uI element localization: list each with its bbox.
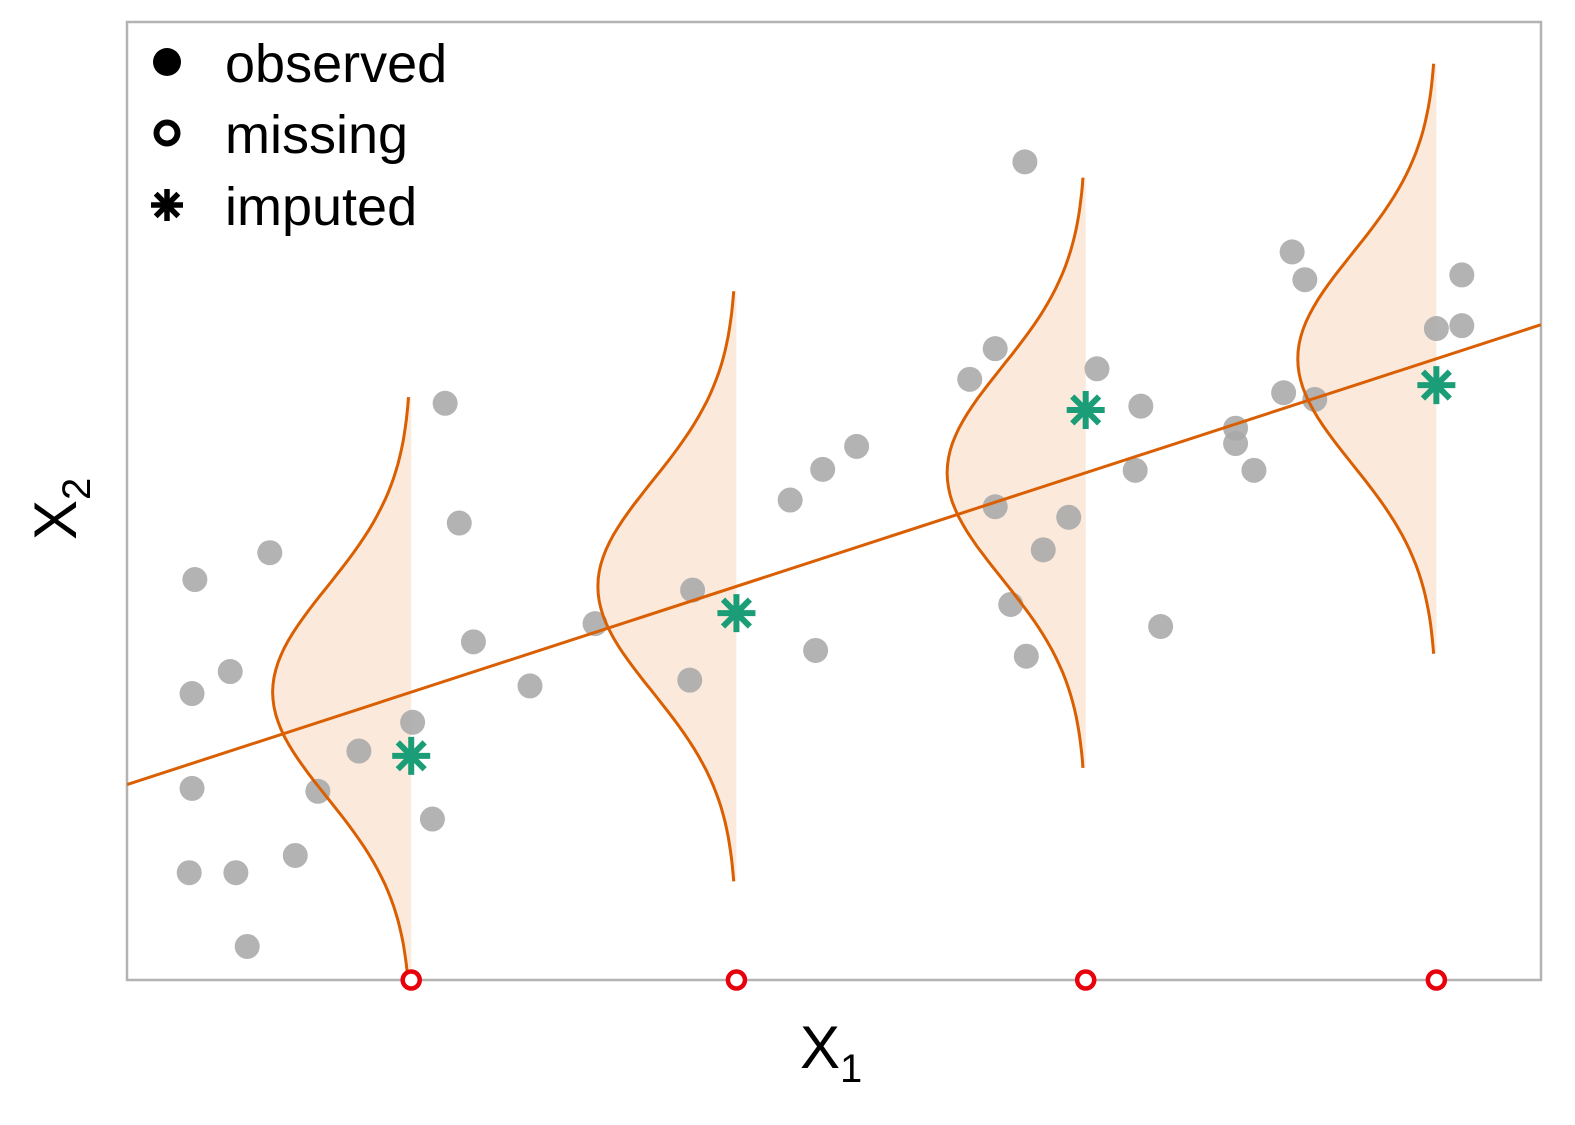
observed-point [517,673,543,699]
observed-point [176,860,202,886]
legend-missing-marker [153,119,181,147]
observed-point [1122,457,1148,483]
y-axis-label: X2 [22,478,99,540]
observed-point [1449,313,1475,339]
observed-point [680,577,706,603]
observed-point [282,842,308,868]
x-axis-label-main: X [800,1014,840,1081]
observed-point [998,591,1024,617]
imputed-points-layer [392,366,1456,775]
missing-point [1074,969,1097,991]
imputed-point [717,594,756,633]
imputed-point-stroke [720,597,752,629]
density-curve-layer [271,63,1436,980]
density-fill-2 [597,291,737,882]
observed-point [460,629,486,655]
imputed-point [1066,390,1105,429]
observed-point [257,540,283,566]
legend-observed-label: observed [225,34,447,94]
density-curve-1 [271,396,410,980]
plot-frame [125,20,1543,982]
observed-point [1449,262,1475,288]
observed-point [982,336,1008,362]
observed-point [1279,239,1305,265]
observed-point [1271,380,1297,406]
observed-point [844,433,870,459]
imputed-point [392,736,431,775]
legend-imputed-asterisk [151,189,183,221]
legend-imputed-label: imputed [225,177,417,237]
density-fill-4 [1297,63,1437,654]
observed-point [1128,393,1154,419]
observed-point [182,567,208,593]
imputed-point-stroke [395,740,427,772]
observed-point [419,806,445,832]
observed-point [1013,643,1039,669]
missing-point [1425,969,1448,991]
legend: observed missing imputed [151,34,447,237]
observed-point [1012,149,1038,175]
observed-point [217,659,243,685]
observed-point [432,390,458,416]
imputed-point [1417,366,1456,405]
y-axis-label-main: X [22,500,89,540]
density-fill-layer [272,63,1437,980]
observed-point [234,933,260,959]
observed-point [446,510,472,536]
imputed-point-stroke [1070,394,1102,426]
density-curve-4 [1296,63,1436,654]
missing-point [400,969,422,991]
x-axis-label: X1 [800,1014,862,1091]
legend-imputed-marker [151,189,183,221]
observed-point [803,637,829,663]
observed-points-layer [176,149,1475,959]
observed-point [1030,537,1056,563]
y-axis-label-subscript: 2 [55,478,99,500]
legend-imputed-asterisk-stroke [153,191,181,219]
density-curve-2 [596,291,736,882]
observed-point [305,778,331,804]
density-curve-3 [945,177,1085,769]
missing-point [725,969,748,991]
observed-point [777,487,803,513]
observed-point [1241,457,1267,483]
observed-point [179,775,205,801]
observed-point [1292,267,1318,293]
missing-points-layer [400,969,1448,991]
observed-point [346,738,372,764]
x-axis-label-subscript: 1 [840,1047,862,1091]
observed-point [810,456,836,482]
observed-point [179,681,205,707]
observed-point [1223,431,1249,457]
imputed-point-stroke [1420,369,1452,401]
regression-line [127,323,1541,786]
observed-point [400,709,426,735]
observed-point [677,667,703,693]
observed-point [223,860,249,886]
legend-missing-label: missing [225,105,408,165]
observed-point [1056,504,1082,530]
observed-point [1148,613,1174,639]
legend-observed-marker [153,48,181,76]
density-fill-1 [272,397,412,980]
density-fill-3 [947,177,1086,768]
observed-point [1084,356,1110,382]
observed-point [957,366,983,392]
regression-line-layer [127,323,1541,786]
observed-point [1423,316,1449,342]
